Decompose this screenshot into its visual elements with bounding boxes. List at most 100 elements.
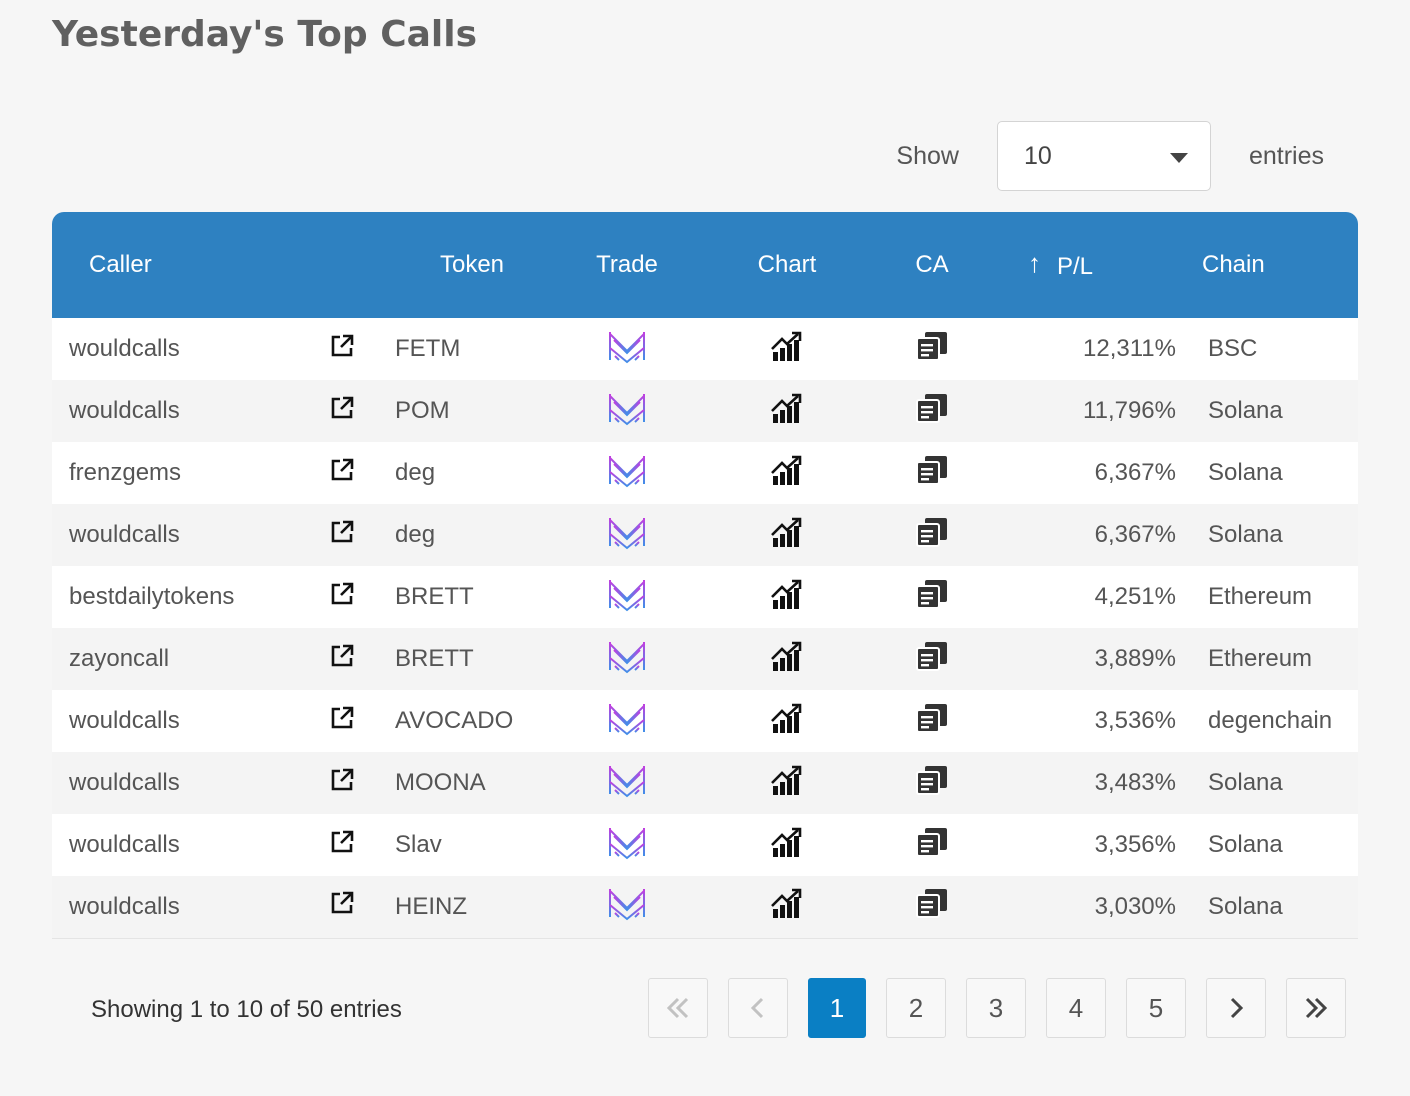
external-link-icon[interactable] [329,705,355,738]
page-button-3[interactable]: 3 [966,978,1026,1038]
ca-cell[interactable] [872,814,992,876]
trade-cell[interactable] [552,442,702,504]
chart-growth-icon[interactable] [770,578,804,617]
trade-logo-icon[interactable] [607,699,647,744]
caller-cell[interactable]: wouldcalls [69,335,180,362]
ca-cell[interactable] [872,442,992,504]
last-page-button[interactable] [1286,978,1346,1038]
caller-link-cell[interactable] [292,504,392,566]
trade-cell[interactable] [552,380,702,442]
chart-growth-icon[interactable] [770,702,804,741]
header-pl[interactable]: ↑ P/L [992,212,1192,318]
copy-icon[interactable] [915,702,949,741]
trade-cell[interactable] [552,628,702,690]
ca-cell[interactable] [872,318,992,380]
ca-cell[interactable] [872,628,992,690]
trade-cell[interactable] [552,876,702,939]
chart-cell[interactable] [702,504,872,566]
external-link-icon[interactable] [329,890,355,923]
chart-cell[interactable] [702,380,872,442]
caller-cell[interactable]: wouldcalls [69,769,180,796]
ca-cell[interactable] [872,504,992,566]
caller-cell[interactable]: wouldcalls [69,397,180,424]
ca-cell[interactable] [872,566,992,628]
caller-link-cell[interactable] [292,752,392,814]
page-button-5[interactable]: 5 [1126,978,1186,1038]
caller-link-cell[interactable] [292,380,392,442]
caller-link-cell[interactable] [292,690,392,752]
caller-cell[interactable]: wouldcalls [69,831,180,858]
chart-growth-icon[interactable] [770,764,804,803]
chart-cell[interactable] [702,566,872,628]
chart-growth-icon[interactable] [770,454,804,493]
header-chain[interactable]: Chain [1202,251,1265,278]
caller-link-cell[interactable] [292,814,392,876]
external-link-icon[interactable] [329,457,355,490]
external-link-icon[interactable] [329,767,355,800]
ca-cell[interactable] [872,380,992,442]
header-caller[interactable]: Caller [89,251,152,278]
trade-cell[interactable] [552,504,702,566]
copy-icon[interactable] [915,516,949,555]
page-button-4[interactable]: 4 [1046,978,1106,1038]
ca-cell[interactable] [872,752,992,814]
trade-logo-icon[interactable] [607,451,647,496]
copy-icon[interactable] [915,764,949,803]
header-token[interactable]: Token [439,251,505,278]
caller-link-cell[interactable] [292,442,392,504]
ca-cell[interactable] [872,690,992,752]
caller-link-cell[interactable] [292,628,392,690]
previous-page-button[interactable] [728,978,788,1038]
page-button-1[interactable]: 1 [808,978,866,1038]
trade-logo-icon[interactable] [607,761,647,806]
copy-icon[interactable] [915,826,949,865]
header-ca[interactable]: CA [915,251,949,278]
trade-logo-icon[interactable] [607,389,647,434]
first-page-button[interactable] [648,978,708,1038]
caller-cell[interactable]: bestdailytokens [69,583,235,610]
chart-cell[interactable] [702,628,872,690]
chart-growth-icon[interactable] [770,330,804,369]
chart-cell[interactable] [702,442,872,504]
chart-cell[interactable] [702,690,872,752]
caller-cell[interactable]: zayoncall [69,645,170,672]
external-link-icon[interactable] [329,395,355,428]
page-button-2[interactable]: 2 [886,978,946,1038]
caller-link-cell[interactable] [292,318,392,380]
trade-logo-icon[interactable] [607,637,647,682]
caller-cell[interactable]: wouldcalls [52,876,292,939]
external-link-icon[interactable] [329,581,355,614]
external-link-icon[interactable] [329,829,355,862]
trade-logo-icon[interactable] [607,823,647,868]
header-trade[interactable]: Trade [596,251,658,278]
chart-growth-icon[interactable] [770,887,804,926]
caller-link-cell[interactable] [292,876,392,939]
trade-cell[interactable] [552,318,702,380]
caller-cell[interactable]: wouldcalls [69,707,180,734]
chart-cell[interactable] [702,318,872,380]
chart-growth-icon[interactable] [770,392,804,431]
trade-cell[interactable] [552,814,702,876]
chart-cell[interactable] [702,752,872,814]
copy-icon[interactable] [915,640,949,679]
next-page-button[interactable] [1206,978,1266,1038]
copy-icon[interactable] [915,578,949,617]
ca-cell[interactable] [872,876,992,939]
trade-logo-icon[interactable] [607,884,647,929]
copy-icon[interactable] [915,330,949,369]
trade-cell[interactable] [552,566,702,628]
header-chart[interactable]: Chart [757,251,817,278]
chart-growth-icon[interactable] [770,640,804,679]
chart-growth-icon[interactable] [770,826,804,865]
caller-cell[interactable]: frenzgems [69,459,182,486]
chart-growth-icon[interactable] [770,516,804,555]
copy-icon[interactable] [915,887,949,926]
copy-icon[interactable] [915,454,949,493]
external-link-icon[interactable] [329,643,355,676]
external-link-icon[interactable] [329,333,355,366]
trade-logo-icon[interactable] [607,575,647,620]
chart-cell[interactable] [702,876,872,939]
caller-link-cell[interactable] [292,566,392,628]
external-link-icon[interactable] [329,519,355,552]
caller-cell[interactable]: wouldcalls [69,521,180,548]
